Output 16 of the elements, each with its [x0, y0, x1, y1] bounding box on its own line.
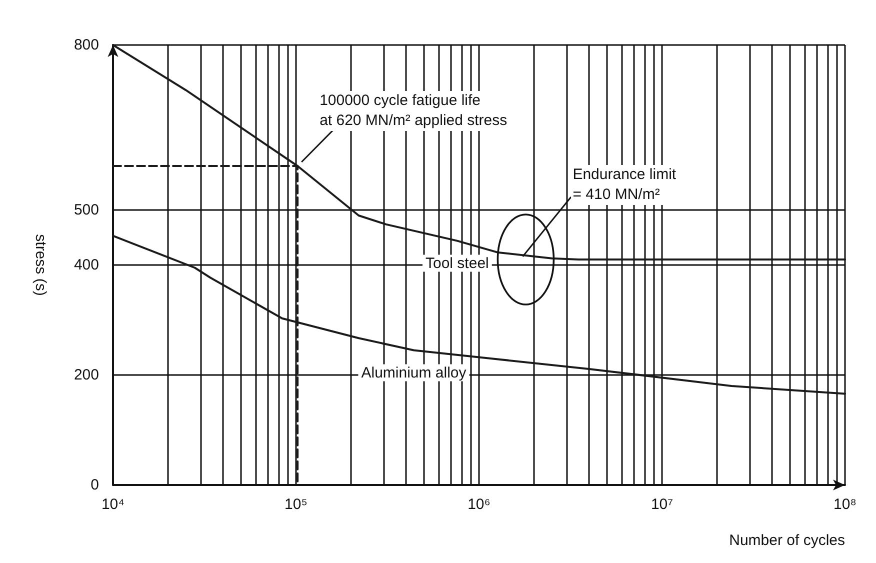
y-tick-label: 500	[74, 202, 99, 218]
y-axis-title: stress (s)	[32, 234, 49, 296]
series-label: Tool steel	[426, 254, 489, 272]
series-label: Aluminium alloy	[361, 364, 467, 382]
y-tick-label: 800	[74, 36, 99, 54]
x-tick-label: 10⁵	[284, 496, 308, 513]
y-tick-label: 0	[90, 476, 99, 494]
x-tick-label: 10⁴	[101, 496, 125, 513]
annotation: Endurance limit = 410 MN/m²	[570, 164, 678, 204]
x-axis-title: Number of cycles	[729, 532, 845, 549]
x-tick-label: 10⁸	[833, 496, 857, 513]
annotation: 100000 cycle fatigue life at 620 MN/m² applied stress	[318, 91, 510, 131]
y-tick-label: 200	[74, 366, 99, 384]
x-tick-label: 10⁷	[650, 496, 674, 513]
x-tick-label: 10⁶	[468, 496, 490, 513]
y-tick-label: 400	[74, 256, 99, 274]
